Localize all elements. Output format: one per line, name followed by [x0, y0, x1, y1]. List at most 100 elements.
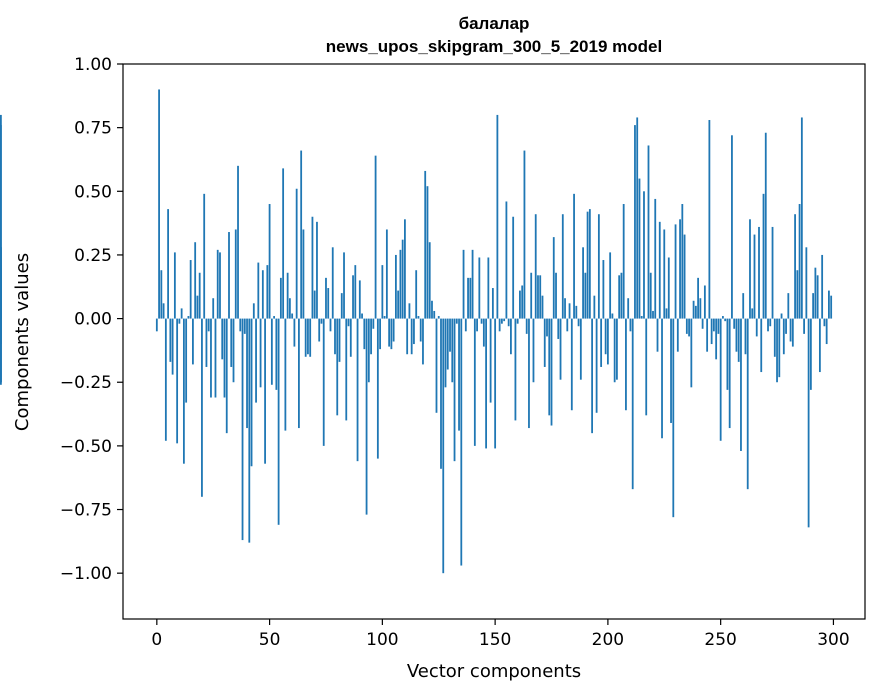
bar-142: [476, 318, 478, 332]
bar-102: [385, 229, 388, 319]
bar-106: [394, 254, 397, 319]
bar-121: [428, 242, 431, 319]
bar-25: [212, 298, 215, 319]
bar-75: [325, 277, 327, 319]
bar-48: [264, 318, 266, 464]
bar-64: [300, 150, 303, 319]
bar-230: [674, 224, 677, 319]
bar-98: [376, 318, 379, 459]
bar-87: [352, 275, 354, 319]
y-tick-label: −0.75: [60, 501, 112, 521]
bar-245: [708, 120, 711, 319]
bar-44: [255, 318, 257, 403]
bar-71: [316, 221, 318, 319]
bar-164: [525, 318, 528, 334]
bar-277: [780, 313, 783, 319]
bar-79: [334, 318, 336, 355]
bar-254: [728, 318, 731, 429]
bar-184: [570, 318, 573, 411]
bar-122: [431, 300, 433, 319]
bar-266: [755, 318, 758, 337]
bar-298: [828, 290, 830, 319]
bar-221: [654, 198, 657, 319]
bar-182: [566, 318, 569, 332]
bar-110: [404, 219, 406, 319]
bar-7: [171, 318, 174, 375]
bar-260: [742, 293, 745, 319]
bar-107: [397, 290, 400, 319]
bar-159: [514, 318, 517, 421]
bar-16: [192, 318, 194, 365]
bar-19: [198, 272, 201, 319]
x-tick-label: 250: [704, 630, 736, 650]
bar-276: [778, 318, 781, 378]
bar-146: [485, 318, 487, 449]
bar-219: [649, 272, 652, 319]
bar-193: [591, 318, 593, 434]
bar-295: [821, 254, 824, 319]
bar-177: [555, 272, 557, 319]
x-tick-label: 200: [592, 630, 624, 650]
bar-95: [370, 318, 372, 355]
bar-232: [679, 219, 681, 319]
bar-211: [631, 318, 634, 490]
bar-163: [523, 150, 526, 319]
bar-124: [435, 318, 438, 413]
bar-3: [162, 303, 165, 319]
bar-52: [273, 316, 275, 319]
bar-228: [670, 318, 672, 423]
bar-161: [519, 290, 521, 319]
bar-249: [717, 318, 720, 334]
bar-196: [597, 214, 600, 319]
bar-74: [322, 318, 325, 446]
bar-17: [194, 242, 197, 319]
bar-296: [823, 318, 826, 327]
bar-69: [311, 216, 314, 319]
bar-273: [771, 226, 774, 319]
bar-225: [663, 229, 666, 319]
bar-114: [413, 318, 415, 345]
bar-125: [437, 316, 440, 319]
bar-120: [426, 186, 429, 319]
bar-68: [309, 318, 312, 357]
bar-84: [345, 318, 348, 421]
bar-259: [740, 318, 742, 451]
y-tick-label: −1.00: [60, 564, 112, 584]
bar-284: [796, 270, 799, 319]
bar-220: [652, 310, 654, 319]
bar-236: [688, 318, 690, 337]
bar-222: [656, 318, 659, 352]
bar-206: [620, 272, 623, 319]
bar-251: [722, 316, 724, 319]
bar-274: [773, 318, 776, 357]
bar-160: [516, 318, 519, 324]
x-axis-label: Vector components: [407, 661, 581, 682]
bar-234: [683, 234, 686, 319]
bar-61: [293, 318, 296, 347]
bar-119: [424, 170, 427, 319]
bar-241: [699, 298, 702, 319]
bar-96: [372, 318, 375, 329]
y-tick-label: 0.75: [74, 119, 112, 139]
bar-312: [0, 318, 2, 383]
bar-136: [462, 249, 465, 319]
bar-0: [155, 318, 158, 332]
bar-173: [546, 318, 548, 337]
bar-297: [825, 318, 828, 345]
y-tick-label: −0.25: [60, 373, 112, 393]
bar-218: [647, 145, 650, 319]
y-tick-label: −0.50: [60, 437, 112, 457]
bar-108: [399, 249, 402, 319]
bar-286: [800, 117, 803, 319]
bar-265: [753, 234, 756, 319]
bar-189: [582, 247, 584, 319]
x-tick-label: 100: [366, 630, 398, 650]
bar-272: [769, 318, 772, 327]
bar-15: [189, 260, 192, 319]
bar-92: [363, 318, 366, 350]
bar-240: [697, 277, 699, 319]
bar-149: [491, 288, 494, 319]
bar-63: [298, 318, 300, 429]
bar-150: [494, 318, 497, 449]
